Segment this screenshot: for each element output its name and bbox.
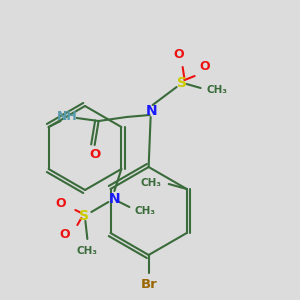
Text: S: S (177, 76, 187, 90)
Text: N: N (146, 104, 158, 118)
Text: O: O (199, 61, 210, 74)
Text: O: O (89, 148, 100, 161)
Text: O: O (55, 196, 66, 209)
Text: N: N (109, 192, 120, 206)
Text: CH₃: CH₃ (140, 178, 161, 188)
Text: NH: NH (57, 110, 78, 122)
Text: CH₃: CH₃ (206, 85, 227, 95)
Text: S: S (80, 209, 89, 223)
Text: O: O (59, 227, 70, 241)
Text: CH₃: CH₃ (77, 246, 98, 256)
Text: Br: Br (140, 278, 157, 292)
Text: CH₃: CH₃ (135, 206, 156, 216)
Text: O: O (173, 49, 184, 62)
